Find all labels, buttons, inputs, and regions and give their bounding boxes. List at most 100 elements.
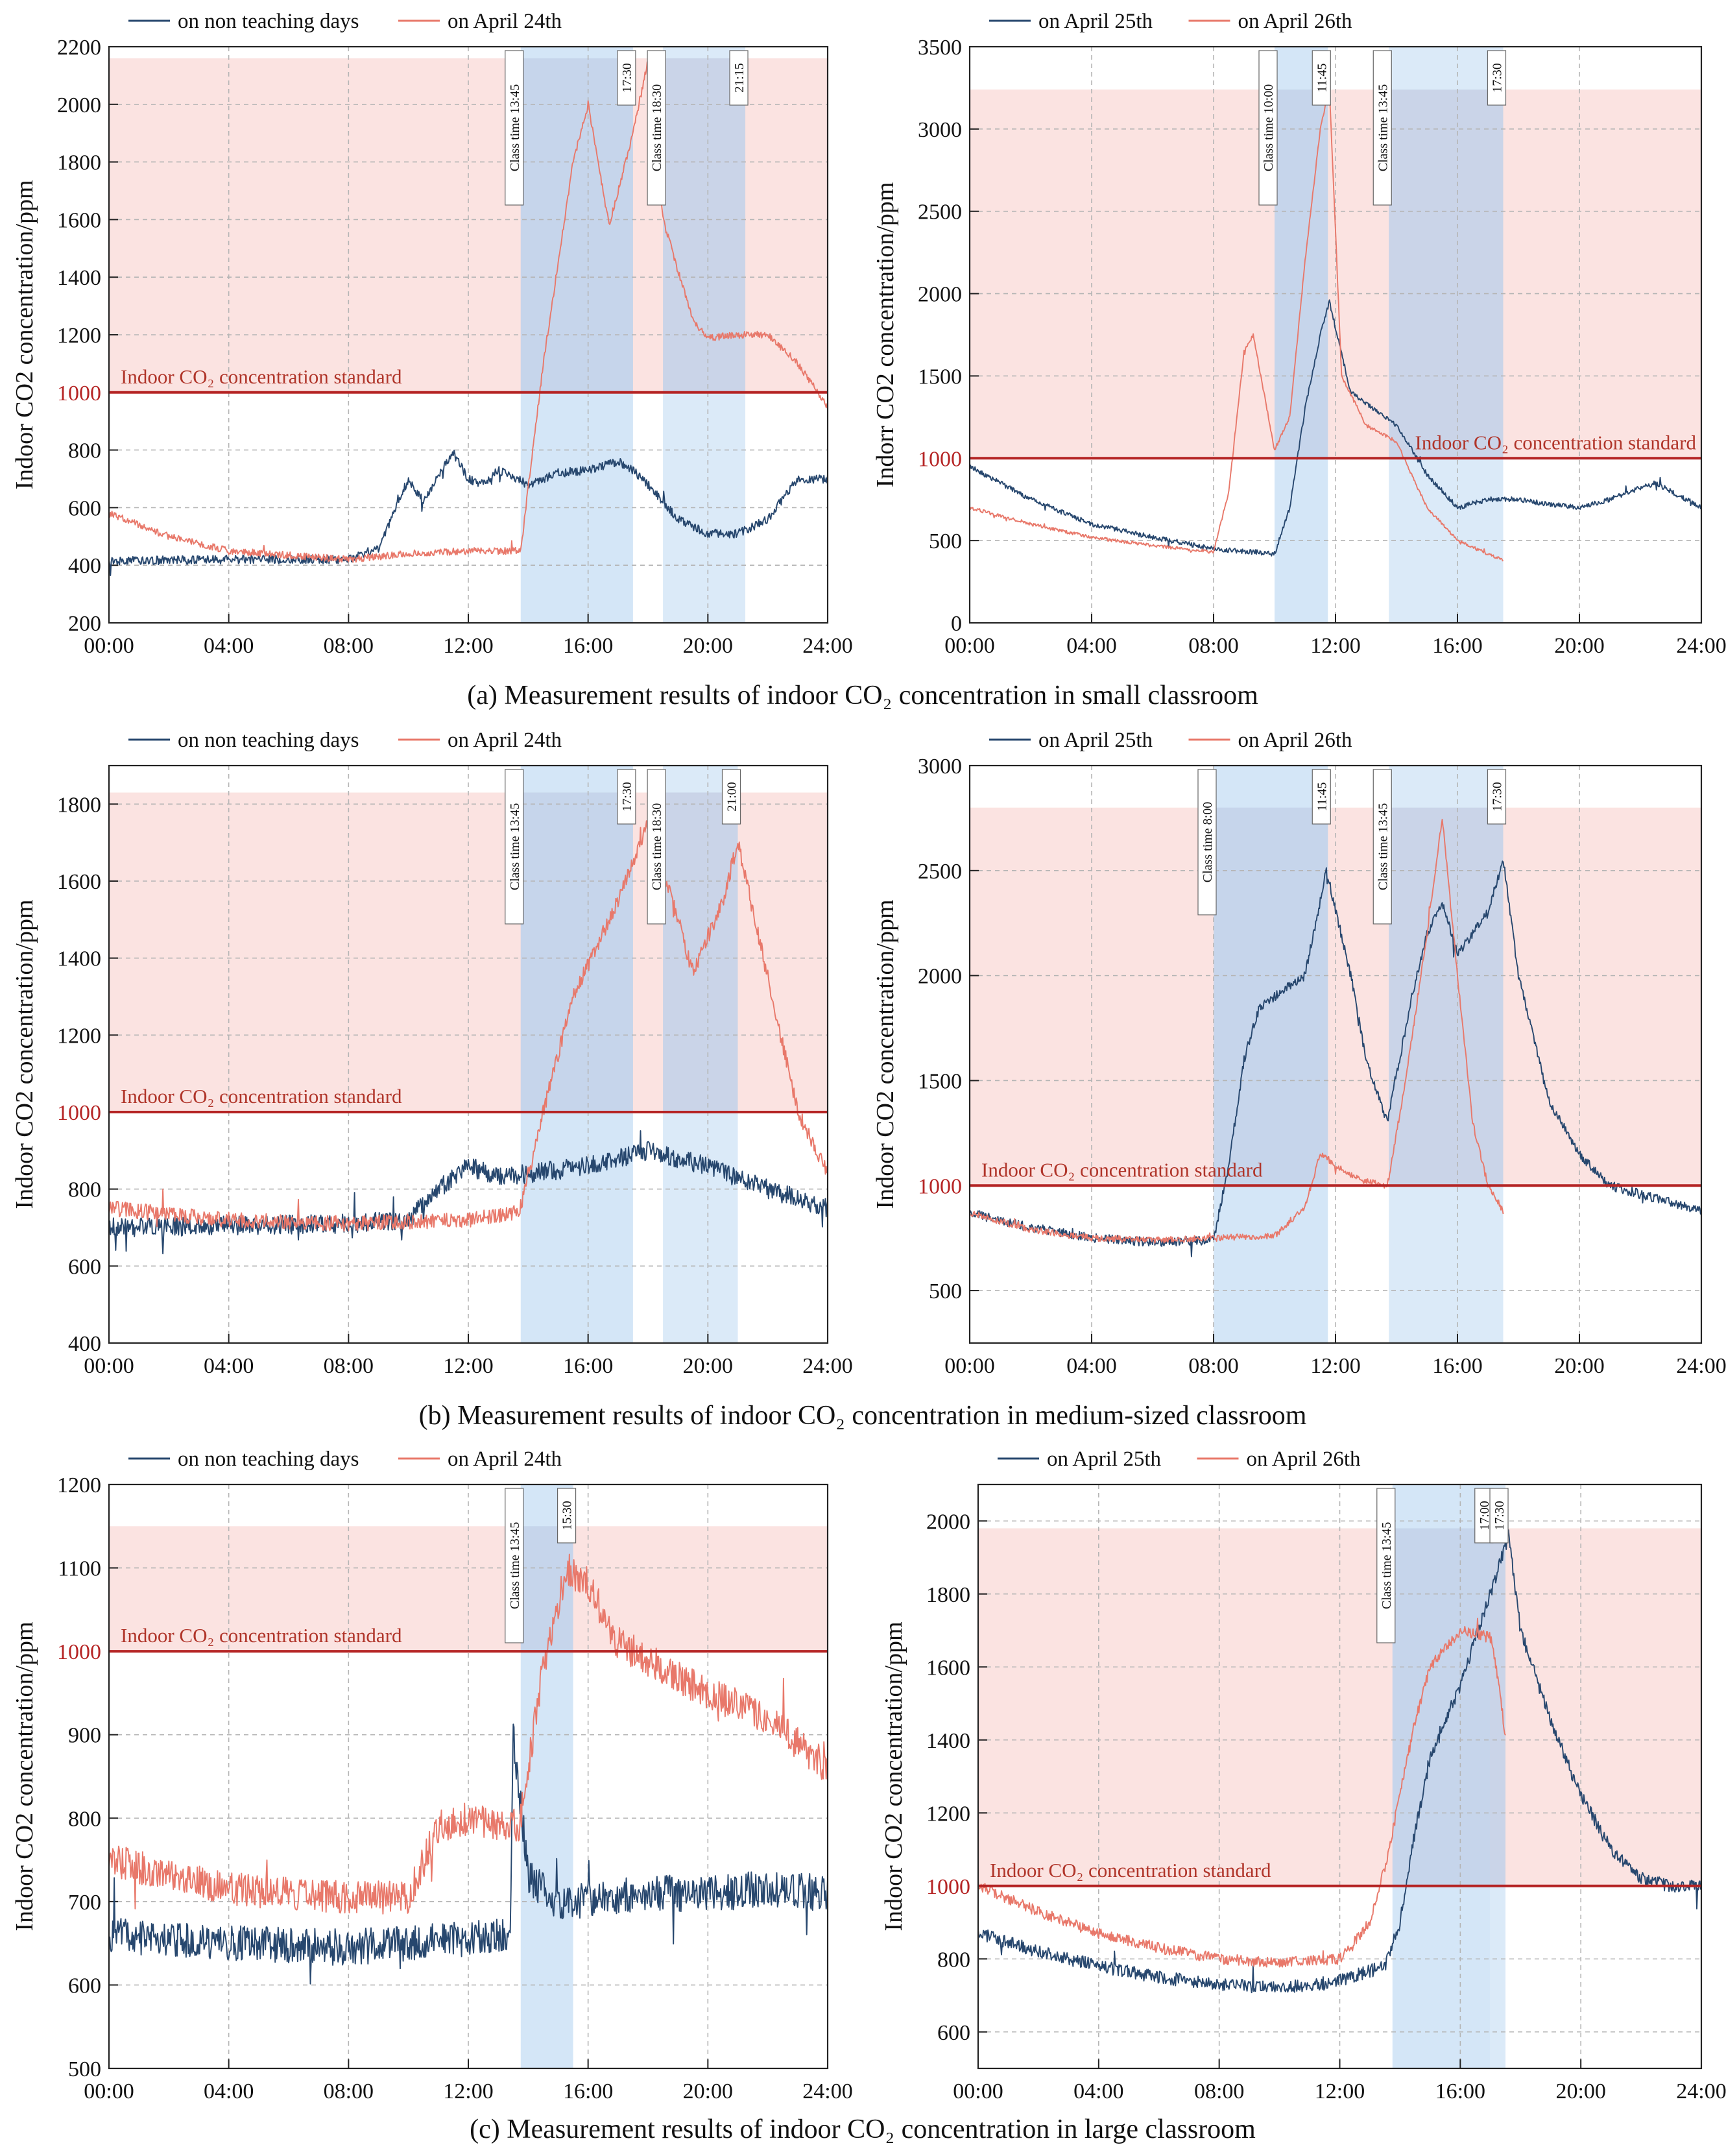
period-label-text: 21:00 bbox=[725, 782, 739, 812]
y-tick-label: 500 bbox=[929, 529, 962, 553]
period-label-text: 15:30 bbox=[560, 1501, 575, 1531]
period-label-box bbox=[721, 769, 741, 825]
y-tick-label: 600 bbox=[68, 496, 101, 520]
y-tick-label: 800 bbox=[68, 1178, 101, 1202]
period-label-box bbox=[617, 769, 636, 825]
period-label-box bbox=[1487, 769, 1507, 825]
period-label-text: 17:30 bbox=[1491, 63, 1505, 93]
period-label-box bbox=[647, 769, 666, 925]
period-label: 17:00 bbox=[1474, 1488, 1494, 1544]
series-line-red bbox=[978, 1617, 1506, 1968]
y-axis-label: Indorr CO2 concentration/ppm bbox=[872, 182, 899, 488]
period-label: 17:30 bbox=[617, 769, 636, 825]
class-period-overlap bbox=[663, 58, 746, 393]
x-tick-label: 00:00 bbox=[84, 1354, 134, 1378]
x-tick-label: 08:00 bbox=[324, 1354, 374, 1378]
chart-panels: 00:00 04:00 08:00 12:00 16:00 20:00 24:00 200 40… bbox=[11, 10, 1726, 2103]
period-label-text: Class time 10:00 bbox=[1262, 84, 1276, 171]
x-tick-label: 20:00 bbox=[683, 2079, 733, 2103]
y-tick-label: 1200 bbox=[57, 1024, 101, 1048]
period-label-box bbox=[505, 50, 524, 206]
period-label: Class time 10:00 bbox=[1258, 50, 1278, 206]
period-label-box bbox=[1312, 769, 1331, 825]
y-tick-label: 900 bbox=[68, 1724, 101, 1748]
y-tick-label: 400 bbox=[68, 1332, 101, 1356]
period-label-text: 17:00 bbox=[1478, 1501, 1492, 1531]
y-tick-label: 1400 bbox=[57, 947, 101, 971]
series-line-blue bbox=[109, 1130, 828, 1255]
y-tick-label: 3000 bbox=[918, 755, 962, 779]
period-label: 11:45 bbox=[1312, 50, 1331, 106]
plot-frame bbox=[977, 1483, 1703, 2070]
x-tick-label: 08:00 bbox=[324, 634, 374, 658]
x-tick-label: 20:00 bbox=[1554, 1354, 1604, 1378]
period-label: 21:15 bbox=[729, 50, 749, 106]
period-label: Class time 13:45 bbox=[1372, 50, 1392, 206]
y-tick-label: 0 bbox=[951, 612, 962, 636]
y-tick-label: 200 bbox=[68, 612, 101, 636]
class-period-band bbox=[1490, 1484, 1506, 2068]
x-tick-label: 08:00 bbox=[1194, 2079, 1244, 2103]
period-label: Class time 18:30 bbox=[647, 50, 666, 206]
plot-frame bbox=[968, 45, 1703, 624]
legend-label: on non teaching days bbox=[178, 10, 359, 33]
x-tick-label: 20:00 bbox=[1555, 2079, 1605, 2103]
period-label-text: 17:30 bbox=[1492, 1501, 1507, 1531]
y-tick-label: 1000 bbox=[57, 382, 101, 406]
period-label-box bbox=[1372, 769, 1392, 925]
standard-label: Indoor CO₂ concentration standard bbox=[121, 365, 402, 388]
class-period-overlap bbox=[1392, 1528, 1491, 1886]
period-label-text: 17:30 bbox=[1491, 782, 1505, 812]
period-label-text: 17:30 bbox=[620, 782, 634, 812]
y-axis-label: Indoor CO2 concentration/ppm bbox=[872, 899, 899, 1209]
period-label: Class time 13:45 bbox=[1372, 769, 1392, 925]
legend-label: on non teaching days bbox=[178, 729, 359, 752]
legend: on April 25th on April 26th bbox=[989, 729, 1352, 752]
period-label: 21:00 bbox=[721, 769, 741, 825]
period-label: 15:30 bbox=[557, 1488, 577, 1544]
period-label-text: Class time 13:45 bbox=[508, 1522, 522, 1609]
caption-b: (b) Measurement results of indoor CO₂ co… bbox=[419, 1401, 1307, 1431]
x-tick-label: 24:00 bbox=[802, 1354, 852, 1378]
y-tick-label: 2200 bbox=[57, 36, 101, 60]
standard-label: Indoor CO₂ concentration standard bbox=[1415, 431, 1697, 454]
x-tick-label: 08:00 bbox=[1188, 1354, 1238, 1378]
y-tick-label: 1600 bbox=[57, 208, 101, 232]
standard-label: Indoor CO₂ concentration standard bbox=[121, 1624, 402, 1647]
period-label-text: Class time 13:45 bbox=[1376, 84, 1390, 171]
x-tick-label: 12:00 bbox=[443, 634, 493, 658]
plot-frame bbox=[108, 764, 829, 1344]
period-label-box bbox=[1376, 1488, 1396, 1643]
legend: on April 25th on April 26th bbox=[989, 10, 1352, 33]
period-label-text: 11:45 bbox=[1315, 782, 1329, 812]
x-tick-label: 24:00 bbox=[802, 634, 852, 658]
x-tick-label: 16:00 bbox=[563, 2079, 613, 2103]
y-tick-label: 1000 bbox=[926, 1875, 970, 1899]
period-label: 17:30 bbox=[1489, 1488, 1509, 1544]
series-line-blue bbox=[109, 1723, 828, 1985]
y-tick-label: 2000 bbox=[57, 93, 101, 117]
y-tick-label: 600 bbox=[68, 1974, 101, 1998]
period-label-text: Class time 8:00 bbox=[1201, 802, 1215, 882]
y-tick-label: 1400 bbox=[926, 1729, 970, 1753]
class-period-overlap bbox=[520, 58, 633, 393]
x-tick-label: 00:00 bbox=[84, 634, 134, 658]
y-tick-label: 1400 bbox=[57, 266, 101, 290]
y-tick-label: 800 bbox=[937, 1948, 970, 1972]
y-tick-label: 2500 bbox=[918, 200, 962, 224]
legend-label: on April 26th bbox=[1238, 729, 1353, 752]
series-line-red bbox=[970, 86, 1504, 562]
period-label: 11:45 bbox=[1312, 769, 1331, 825]
period-label-box bbox=[617, 50, 636, 106]
x-tick-label: 04:00 bbox=[1073, 2079, 1123, 2103]
x-tick-label: 12:00 bbox=[443, 1354, 493, 1378]
legend-label: on April 25th bbox=[1038, 10, 1153, 33]
series-line-red bbox=[109, 820, 828, 1232]
y-axis-label: Indoor CO2 concentration/ppm bbox=[11, 180, 38, 489]
y-tick-label: 1200 bbox=[926, 1802, 970, 1826]
period-label-text: Class time 13:45 bbox=[508, 84, 522, 171]
y-tick-label: 1500 bbox=[918, 1069, 962, 1093]
x-tick-label: 04:00 bbox=[1066, 1354, 1116, 1378]
y-axis-label: Indoor CO2 concentration/ppm bbox=[880, 1621, 907, 1931]
caption-a: (a) Measurement results of indoor CO₂ co… bbox=[467, 681, 1258, 710]
